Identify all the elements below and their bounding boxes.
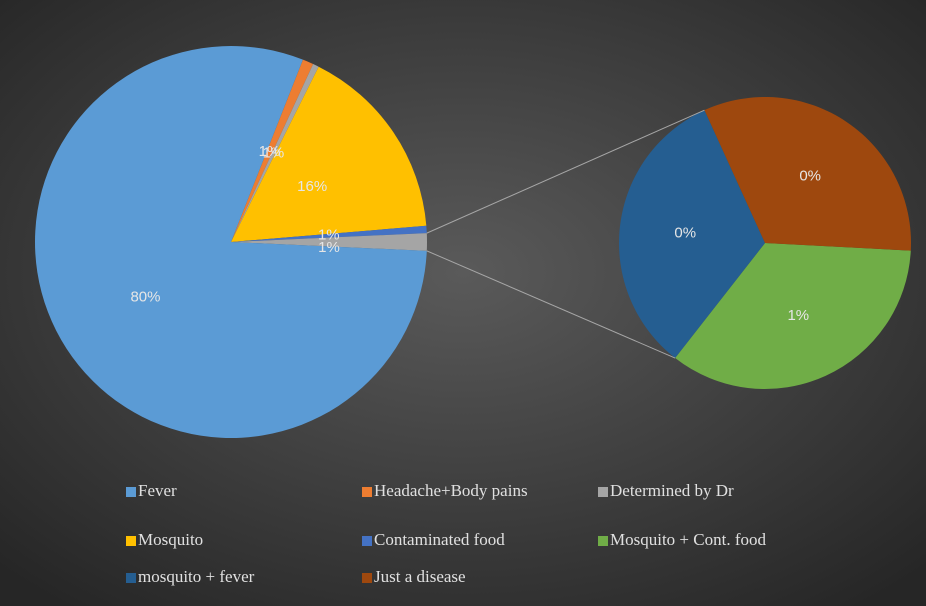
pie-slice [231,233,427,251]
slices [34,45,911,438]
legend-label: Determined by Dr [610,481,734,500]
data-label: 1% [263,145,285,162]
legend-label: Contaminated food [374,530,505,549]
data-label: 1% [259,143,281,160]
data-label: 16% [297,178,327,195]
legend-label: Mosquito + Cont. food [610,530,766,549]
legend-swatch [362,487,372,497]
data-label: 0% [799,168,821,185]
legend-label: Just a disease [374,567,466,586]
legend-swatch [362,536,372,546]
legend-swatch [598,487,608,497]
data-label: 1% [787,307,809,324]
legend-swatch [126,536,136,546]
connector-line [426,109,705,234]
pie-slice [704,96,911,251]
pie-slice [675,243,911,389]
pie-slice [231,64,319,242]
connector-line [426,250,676,359]
pie-slice [231,59,314,243]
legend-label: Mosquito [138,530,203,549]
pie-slice [34,45,427,438]
pie-slice [231,225,427,242]
legend-label: Fever [138,481,177,500]
data-label: 80% [130,288,160,305]
legend-swatch [598,536,608,546]
legend: Fever Headache+Body pains Determined by Dr… [126,481,766,586]
data-label: 1% [318,227,340,244]
legend-label: Headache+Body pains [374,481,528,500]
labels: 1%1%16%1%1%80%1%0%0% [130,143,821,324]
pie-slice [618,110,765,359]
legend-swatch [362,573,372,583]
legend-swatch [126,487,136,497]
legend-label: mosquito + fever [138,567,255,586]
pie-slice [231,66,427,243]
legend-swatch [126,573,136,583]
data-label: 0% [674,225,696,242]
data-label: 1% [318,239,340,256]
